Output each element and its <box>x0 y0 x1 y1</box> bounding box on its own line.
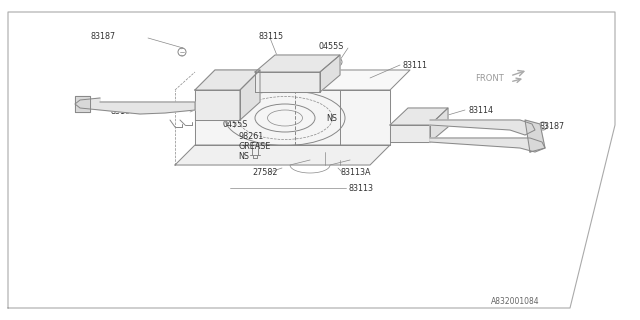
Text: 83187B: 83187B <box>110 107 141 116</box>
Polygon shape <box>430 138 545 152</box>
Text: 98261: 98261 <box>238 132 263 140</box>
Polygon shape <box>430 108 448 142</box>
Text: FRONT: FRONT <box>475 74 504 83</box>
Polygon shape <box>195 70 410 90</box>
Text: 83111: 83111 <box>402 60 427 69</box>
Polygon shape <box>390 108 448 125</box>
Polygon shape <box>430 120 535 135</box>
Polygon shape <box>175 145 390 165</box>
Text: 83113A: 83113A <box>340 167 371 177</box>
Polygon shape <box>75 96 90 112</box>
Polygon shape <box>195 90 240 120</box>
Polygon shape <box>195 90 390 145</box>
Text: GREASE: GREASE <box>238 141 270 150</box>
Text: 0455S: 0455S <box>222 119 248 129</box>
Text: 0455S: 0455S <box>318 42 344 51</box>
Text: NS: NS <box>238 151 249 161</box>
Text: 83113: 83113 <box>348 183 373 193</box>
Text: 27582: 27582 <box>252 167 278 177</box>
Polygon shape <box>195 70 260 90</box>
Polygon shape <box>390 125 430 142</box>
Text: 83187: 83187 <box>540 122 565 131</box>
Text: A832001084: A832001084 <box>492 298 540 307</box>
Text: NS: NS <box>326 114 337 123</box>
Text: 83115: 83115 <box>258 31 283 41</box>
Polygon shape <box>255 55 340 72</box>
Polygon shape <box>320 55 340 92</box>
Polygon shape <box>240 70 260 120</box>
Polygon shape <box>255 72 320 92</box>
Polygon shape <box>75 98 195 114</box>
Text: 83114: 83114 <box>468 106 493 115</box>
Polygon shape <box>525 120 545 152</box>
Text: 83187: 83187 <box>90 31 115 41</box>
